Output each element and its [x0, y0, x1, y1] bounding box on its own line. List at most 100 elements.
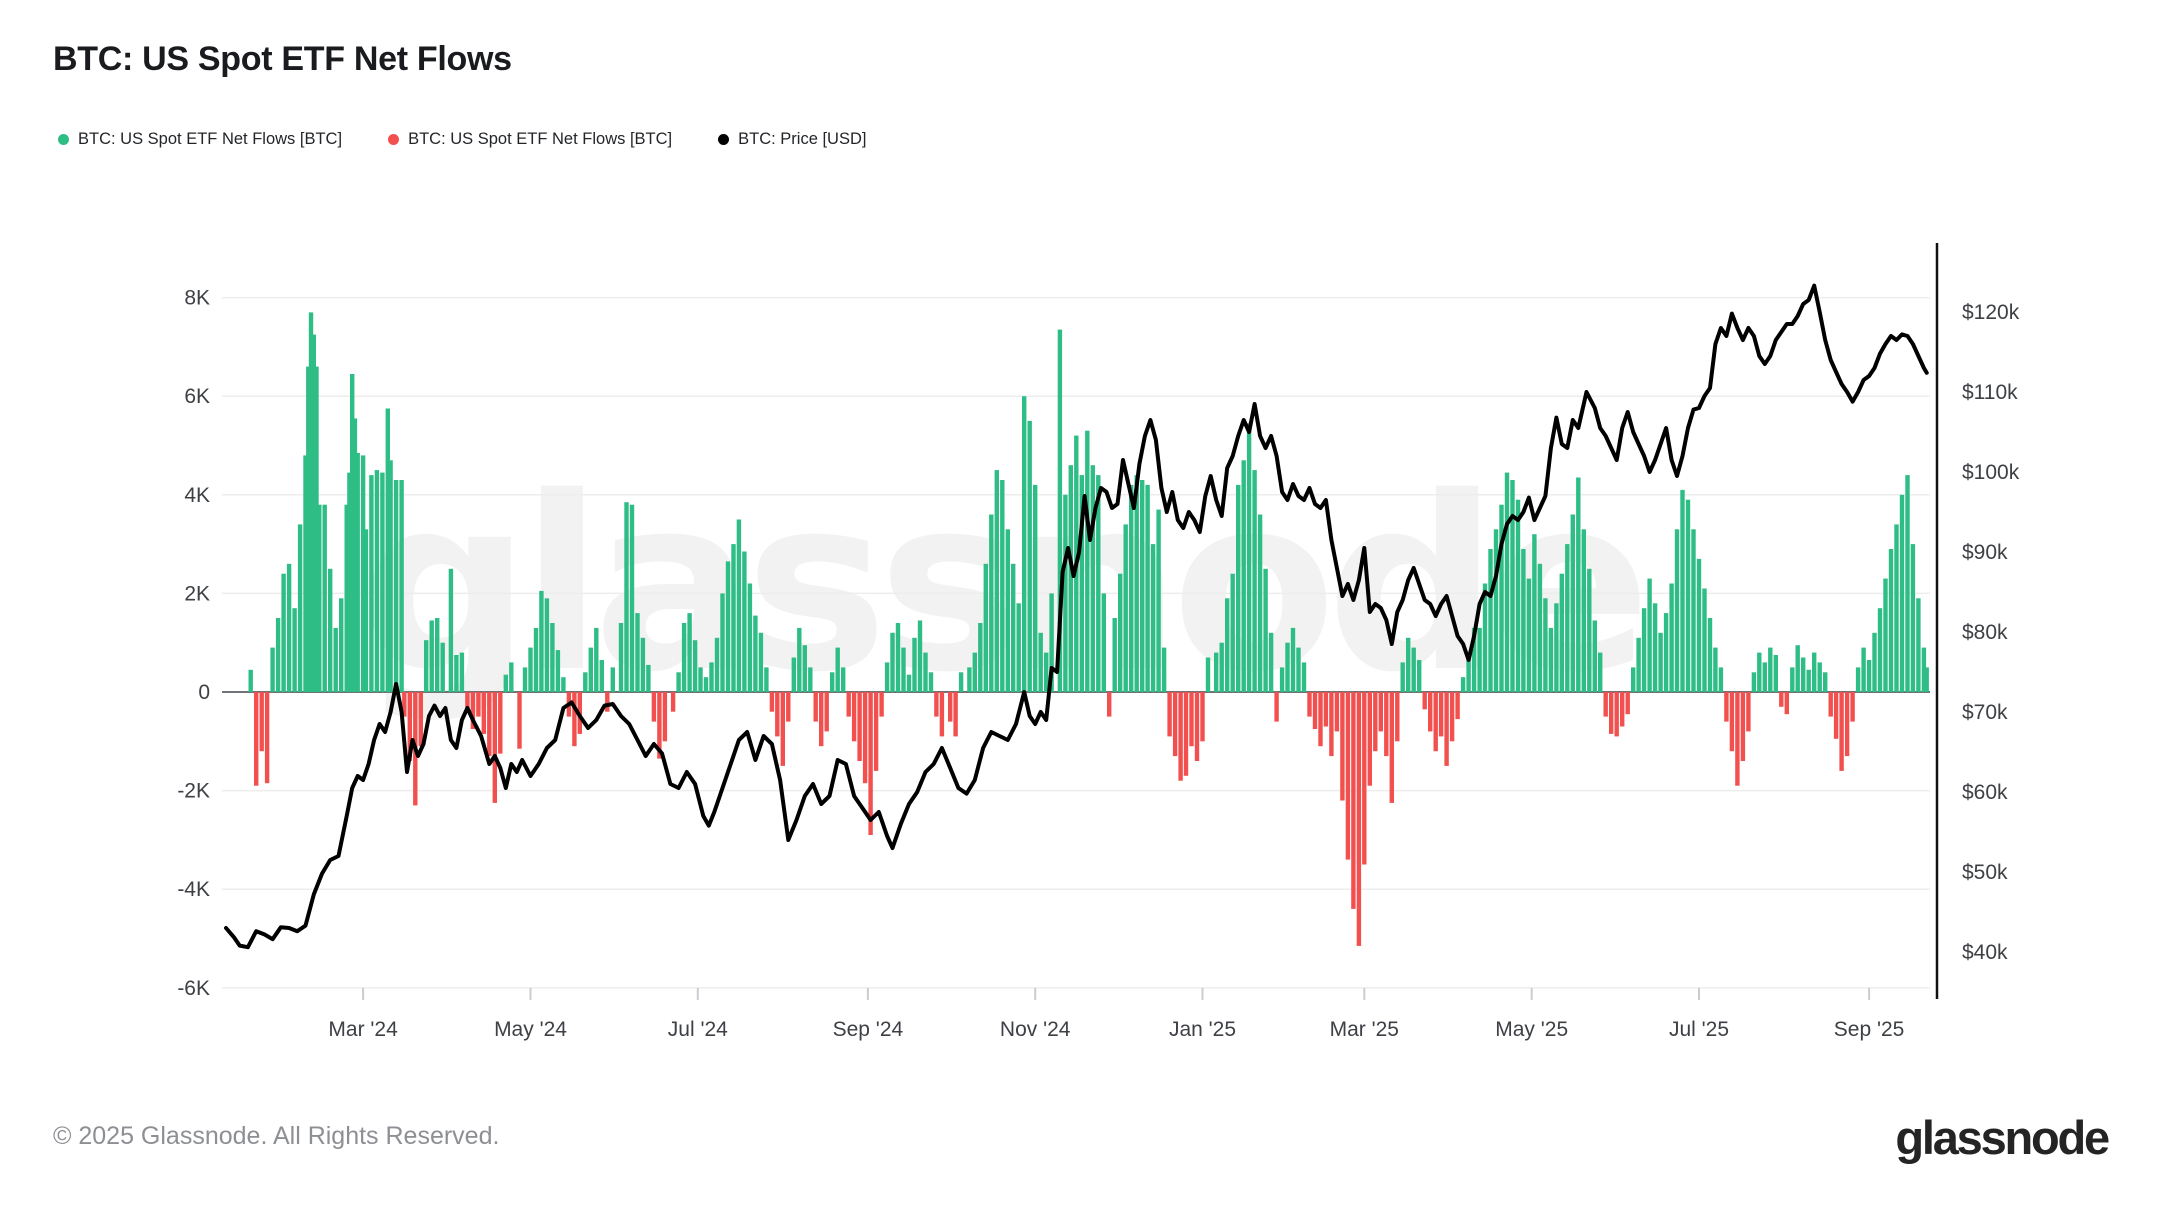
inflow-bar — [1230, 573, 1235, 692]
inflow-bar — [1225, 598, 1230, 692]
inflow-bar — [1027, 420, 1032, 692]
inflow-bar — [380, 472, 385, 692]
inflow-bar — [1899, 494, 1905, 692]
legend-item-price[interactable]: BTC: Price [USD] — [718, 130, 866, 149]
outflow-bar — [1839, 692, 1844, 771]
inflow-bar — [339, 598, 344, 692]
inflow-bar — [1079, 475, 1084, 692]
inflow-bar — [687, 613, 692, 692]
outflow-bar — [1200, 692, 1205, 742]
inflow-bar — [1466, 657, 1471, 692]
inflow-bar — [1554, 603, 1559, 692]
inflow-bar — [281, 573, 286, 692]
outflow-bar — [1345, 692, 1351, 860]
inflow-bar — [1592, 620, 1597, 692]
outflow-bar — [1779, 692, 1784, 707]
inflow-bar — [1236, 484, 1241, 692]
inflow-bar — [1057, 329, 1063, 692]
inflow-bar — [399, 480, 404, 692]
inflow-bar — [1652, 603, 1658, 692]
inflow-bar — [1636, 637, 1641, 692]
inflow-bar — [1011, 563, 1016, 692]
inflow-bar — [1134, 475, 1139, 692]
glassnode-logo[interactable]: glassnode — [1895, 1111, 2110, 1164]
inflow-bar — [681, 623, 687, 692]
inflow-bar — [758, 632, 764, 692]
inflow-bar — [328, 568, 333, 693]
inflow-bar — [1751, 672, 1757, 692]
x-tick-label: Mar '25 — [1330, 1018, 1399, 1041]
outflow-bar — [786, 692, 791, 722]
inflow-bar — [1118, 573, 1123, 692]
inflow-bar — [1482, 583, 1488, 692]
x-tick-label: Jul '25 — [1669, 1018, 1729, 1041]
inflow-bar — [1795, 645, 1800, 692]
chart-plot-area[interactable] — [222, 243, 1930, 999]
outflow-dot-icon — [388, 134, 400, 145]
inflow-bar — [624, 502, 629, 692]
inflow-bar — [429, 620, 434, 692]
outflow-bar — [851, 692, 857, 742]
inflow-bar — [583, 672, 588, 692]
outflow-bar — [1107, 692, 1112, 717]
outflow-bar — [846, 692, 851, 717]
inflow-bar — [454, 655, 459, 692]
inflow-bar — [1156, 509, 1161, 692]
inflow-bar — [1790, 667, 1795, 692]
outflow-bar — [657, 692, 662, 759]
inflow-bar — [1085, 430, 1090, 692]
inflow-bar — [588, 647, 593, 692]
legend-item-netflows-inflow[interactable]: BTC: US Spot ETF Net Flows [BTC] — [58, 130, 342, 149]
watermark-text: glassnode — [359, 445, 1641, 725]
outflow-bar — [259, 692, 264, 752]
inflow-bar — [308, 312, 314, 692]
y-left-tick-label: -6K — [177, 977, 210, 1000]
inflow-bar — [1817, 662, 1822, 692]
outflow-bar — [465, 692, 470, 712]
inflow-bar — [292, 608, 297, 692]
inflow-bar — [1713, 647, 1718, 692]
inflow-bar — [322, 504, 327, 692]
outflow-bar — [1373, 692, 1378, 752]
inflow-bar — [720, 593, 725, 692]
y-axis-right-labels: $120k $110k $100k $90k $80k $70k $60k $50k $40k — [1962, 301, 2020, 964]
outflow-bar — [418, 692, 423, 747]
inflow-bar — [1707, 618, 1713, 692]
inflow-bar — [297, 524, 303, 692]
outflow-bar — [1620, 692, 1625, 727]
inflow-bar — [629, 504, 635, 692]
outflow-bar — [775, 692, 780, 737]
outflow-bar — [1189, 692, 1194, 747]
inflow-bar — [725, 561, 731, 692]
outflow-bar — [857, 692, 862, 761]
inflow-bar — [983, 563, 988, 692]
outflow-bar — [1194, 692, 1200, 761]
inflow-bar — [1702, 588, 1707, 692]
inflow-bar — [448, 568, 454, 693]
outflow-bar — [868, 692, 873, 835]
inflow-bar — [709, 662, 714, 692]
inflow-bar — [1090, 465, 1095, 692]
inflow-bar — [1674, 529, 1680, 692]
inflow-bar — [1631, 667, 1636, 692]
inflow-bar — [1038, 632, 1043, 692]
inflow-bar — [646, 664, 651, 692]
inflow-bar — [1268, 632, 1274, 692]
inflow-bar — [599, 660, 604, 692]
inflow-bar — [610, 667, 615, 692]
outflow-bar — [1183, 692, 1189, 776]
inflow-bar — [1285, 642, 1290, 692]
inflow-bar — [1663, 613, 1669, 692]
inflow-bar — [270, 647, 275, 692]
outflow-bar — [1449, 692, 1455, 742]
inflow-bar — [917, 620, 923, 692]
outflow-bar — [662, 692, 668, 742]
inflow-bar — [764, 667, 769, 692]
flow-bars — [248, 312, 1929, 946]
y-axis-left-labels: 8K 6K 4K 2K 0 -2K -4K -6K — [177, 287, 210, 1000]
inflow-bar — [539, 590, 544, 692]
outflow-bar — [470, 692, 476, 729]
outflow-bar — [407, 692, 412, 761]
legend-item-netflows-outflow[interactable]: BTC: US Spot ETF Net Flows [BTC] — [388, 130, 672, 149]
price-dot-icon — [718, 134, 730, 145]
